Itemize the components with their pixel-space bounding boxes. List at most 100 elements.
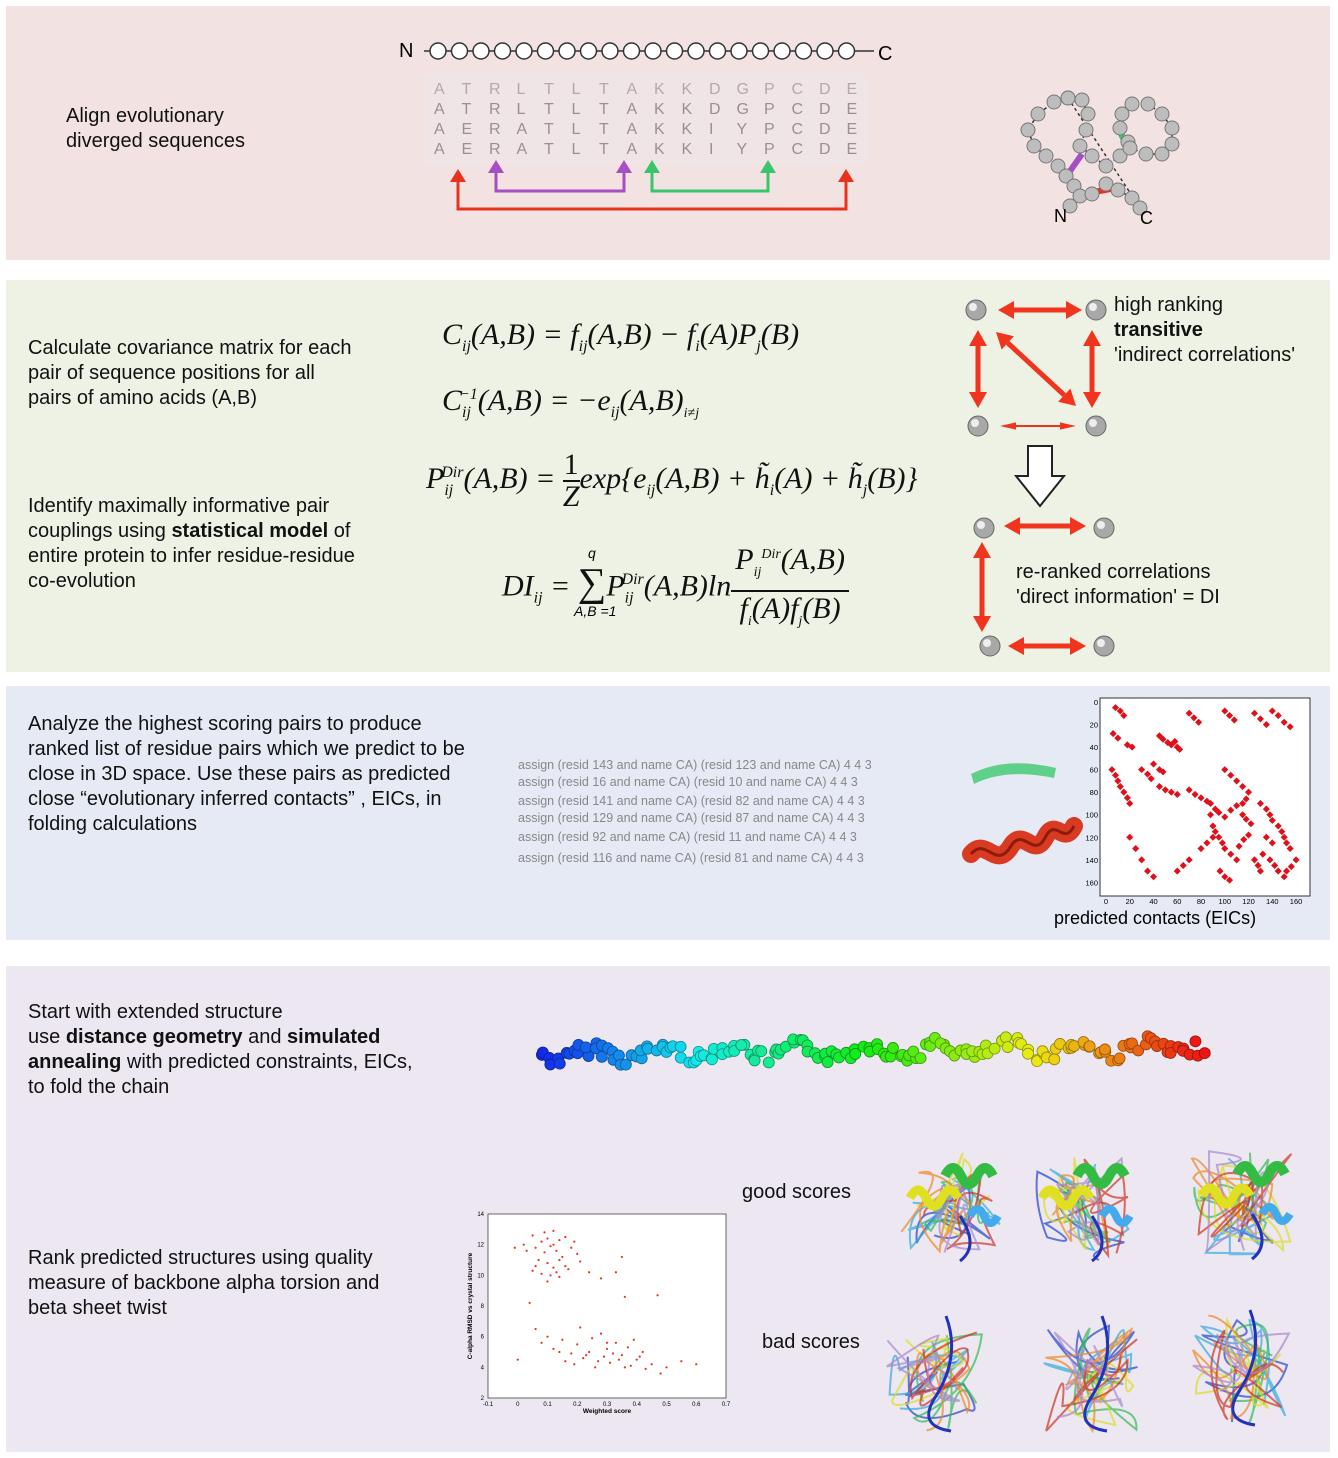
label-line-bold: transitive	[1114, 319, 1203, 341]
residue-sphere	[1113, 1052, 1126, 1065]
scatter-point	[594, 1366, 597, 1369]
assign-line: assign (resid 129 and name CA) (resid 87…	[518, 811, 865, 825]
alignment-residue: D	[709, 81, 721, 98]
residue-sphere	[748, 1054, 761, 1067]
scatter-point	[558, 1275, 561, 1278]
scatter-point	[695, 1363, 698, 1366]
residue-sphere	[1048, 1053, 1061, 1066]
structure-bead	[1050, 158, 1066, 174]
text-line: Start with extended structure	[28, 1001, 283, 1023]
green-coupling-arrow	[650, 166, 770, 193]
chain-bead	[665, 42, 684, 60]
structure-bead	[1080, 106, 1096, 122]
structure-bead	[1122, 140, 1138, 156]
text-line: beta sheet twist	[28, 1297, 167, 1319]
alignment-residue: R	[489, 101, 501, 118]
align-text-line: Align evolutionary	[66, 105, 224, 127]
contact-map-y-tick: 20	[1090, 721, 1098, 730]
scatter-point	[665, 1366, 668, 1369]
structure-bead	[1124, 190, 1140, 206]
residue-sphere	[1189, 1035, 1202, 1048]
structure-bead	[1098, 158, 1114, 174]
transitive-arrow-diagonal-head	[996, 332, 1014, 350]
bad-structure	[1043, 1315, 1138, 1434]
node-sphere	[1085, 415, 1107, 437]
panel-folding: Start with extended structure use distan…	[6, 966, 1330, 1452]
scatter-point	[623, 1366, 626, 1369]
structure-bead	[1164, 120, 1180, 136]
chain-bead	[794, 42, 813, 60]
alignment-residue: A	[627, 141, 638, 158]
scatter-point	[555, 1271, 558, 1274]
scatter-point	[638, 1355, 641, 1358]
chain-c-label: C	[878, 43, 892, 65]
purple-arrowhead-right	[616, 160, 632, 173]
scatter-x-tick: 0.6	[692, 1402, 701, 1408]
backbone-tube	[1201, 1318, 1289, 1423]
alignment-residue: T	[544, 101, 554, 118]
structure-bead	[1030, 106, 1046, 122]
structure-n-label: N	[1054, 206, 1067, 226]
transitive-arrow-top-head	[1066, 301, 1082, 319]
residue-sphere	[1001, 1041, 1014, 1053]
weak-arrow-bottom-head	[1000, 422, 1016, 430]
text-line: pair of sequence positions for all	[28, 362, 315, 384]
direct-information-label: re-ranked correlations 'direct informati…	[1016, 560, 1220, 610]
alignment-residue: K	[682, 101, 693, 118]
contact-map-y-tick: 100	[1085, 811, 1098, 820]
contact-map-y-tick: 120	[1085, 833, 1098, 842]
alignment-residue: E	[462, 121, 473, 138]
scatter-point	[540, 1240, 543, 1243]
backbone-tube	[923, 1173, 997, 1251]
alpha-helix-ribbon	[962, 817, 1083, 865]
scatter-point	[537, 1258, 540, 1262]
assign-line: assign (resid 92 and name CA) (resid 11 …	[518, 830, 857, 844]
residue-sphere	[735, 1039, 748, 1051]
helix-yellow	[1037, 1185, 1095, 1211]
scatter-point	[626, 1346, 629, 1349]
scatter-point	[659, 1372, 662, 1375]
scatter-point	[573, 1240, 576, 1243]
alignment-residue: T	[462, 81, 472, 98]
scatter-y-label: C-alpha RMSD vs crystal structure	[467, 1252, 474, 1359]
sequence-chain	[424, 42, 874, 60]
red-arrowhead-right	[838, 169, 854, 182]
text-span: use	[28, 1026, 66, 1048]
beta-strand-ribbon	[971, 763, 1056, 784]
folded-chain-structure	[1020, 90, 1180, 216]
alignment-residue: L	[572, 81, 581, 98]
node-highlight	[971, 419, 979, 427]
text-span: and	[242, 1026, 288, 1048]
alignment-residue: K	[654, 121, 665, 138]
alignment-residue: D	[819, 121, 831, 138]
backbone-tube	[1042, 1157, 1087, 1251]
alignment-residue: T	[599, 81, 609, 98]
alignment-residue: R	[489, 81, 501, 98]
node-sphere	[979, 635, 1001, 657]
direct-arrow-bottom-head	[1008, 637, 1024, 655]
chain-bead	[751, 42, 770, 60]
contact-map-y-tick: 40	[1090, 743, 1098, 752]
scatter-point	[564, 1235, 567, 1239]
chain-bead	[450, 42, 469, 60]
scatter-point	[614, 1341, 618, 1344]
helix-green	[940, 1163, 998, 1189]
bold-span: distance geometry	[65, 1026, 243, 1048]
structure-bead	[1038, 148, 1054, 164]
scatter-x-tick: 0.4	[633, 1402, 642, 1408]
scatter-point	[623, 1295, 626, 1298]
chain-bead	[515, 42, 533, 60]
alignment-residue: C	[792, 81, 804, 98]
bad-scores-label: bad scores	[762, 1331, 860, 1353]
helix-yellow	[905, 1185, 963, 1211]
alignment-residue: T	[544, 121, 554, 138]
contact-map-y-tick: 0	[1094, 698, 1098, 707]
alignment-residue: D	[819, 141, 831, 158]
scatter-point	[576, 1343, 579, 1346]
scatter-y-tick: 8	[481, 1304, 485, 1310]
node-highlight	[1089, 419, 1097, 427]
structure-bead	[1112, 148, 1128, 164]
scatter-x-tick: 0.7	[722, 1402, 731, 1408]
alignment-residue: R	[489, 141, 501, 158]
alignment-residue: T	[544, 141, 554, 158]
